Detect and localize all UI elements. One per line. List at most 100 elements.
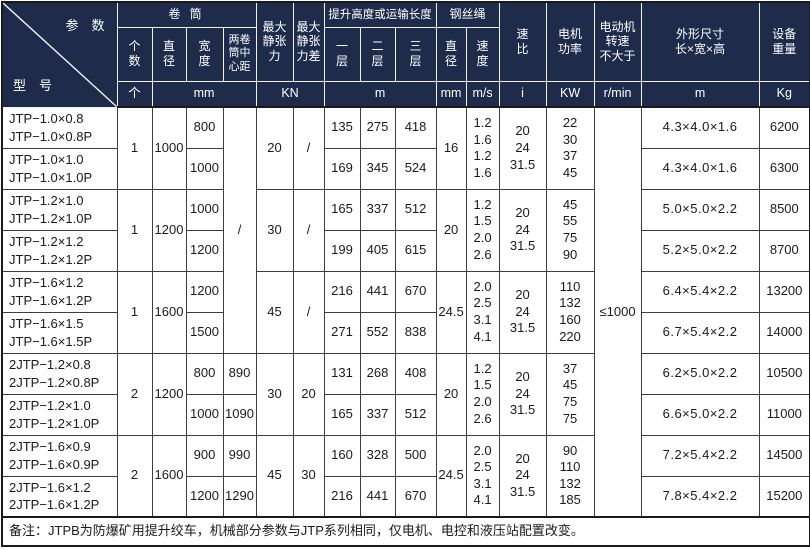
dimensions-cell: 6.4×5.4×2.2 <box>640 270 760 313</box>
col-header-speed-ratio: 速 比 <box>498 1 547 82</box>
unit-m-dims: m <box>640 80 760 108</box>
dimensions-cell: 4.3×4.0×1.6 <box>640 147 760 190</box>
layer2-cell: 441 <box>359 475 396 518</box>
drum-width-cell: 900 <box>185 434 224 477</box>
unit-mm-drum: mm <box>151 80 257 108</box>
motor-speed-cell: ≤1000 <box>593 106 642 518</box>
rope-diameter-cell: 20 <box>435 188 467 272</box>
unit-count: 个 <box>116 80 153 108</box>
weight-cell: 8700 <box>758 229 810 272</box>
max-tension-cell: 45 <box>255 434 294 518</box>
layer3-cell: 512 <box>394 393 437 436</box>
layer2-cell: 328 <box>359 434 396 477</box>
layer2-cell: 268 <box>359 352 396 395</box>
model-cell: 2JTP−1.2×1.0 2JTP−1.2×1.0P <box>1 393 118 436</box>
model-cell: JTP−1.0×1.0 JTP−1.0×1.0P <box>1 147 118 190</box>
table-row: 2JTP−1.6×0.9 2JTP−1.6×0.9P 2 1600 900 99… <box>1 434 810 518</box>
layer3-cell: 500 <box>394 434 437 477</box>
col-header-rope-speed: 速 度 <box>465 26 500 82</box>
col-header-weight: 设备 重量 <box>758 1 810 82</box>
layer3-cell: 615 <box>394 229 437 272</box>
group-header-wire-rope: 钢丝绳 <box>435 1 500 28</box>
unit-rmin: r/min <box>593 80 642 108</box>
layer1-cell: 271 <box>323 311 361 354</box>
rope-speed-cell: 2.0 2.5 3.1 4.1 <box>465 270 500 354</box>
corner-header-cell: 参 数 型 号 <box>1 1 118 108</box>
speed-ratio-cell: 20 24 31.5 <box>498 352 547 436</box>
rope-speed-cell: 1.2 1.5 2.0 2.6 <box>465 188 500 272</box>
weight-cell: 14000 <box>758 311 810 354</box>
model-cell: 2JTP−1.6×1.2 2JTP−1.6×1.2P <box>1 475 118 518</box>
center-distance-cell: 1290 <box>222 475 257 518</box>
layer1-cell: 216 <box>323 270 361 313</box>
rope-diameter-cell: 24.5 <box>435 434 467 518</box>
drum-width-cell: 1500 <box>185 311 224 354</box>
col-header-drum-width: 宽 度 <box>185 26 224 82</box>
tension-diff-cell: / <box>292 270 325 354</box>
diagonal-divider-line <box>3 3 117 107</box>
layer1-cell: 131 <box>323 352 361 395</box>
center-distance-cell: 1090 <box>222 393 257 436</box>
drum-count-cell: 1 <box>116 270 153 354</box>
rope-diameter-cell: 16 <box>435 106 467 190</box>
col-header-center-distance: 两卷 筒中 心距 <box>222 26 257 82</box>
col-header-rope-diameter: 直 径 <box>435 26 467 82</box>
drum-diameter-cell: 1000 <box>151 106 187 190</box>
table-row: JTP−1.6×1.2 JTP−1.6×1.2P 1 1600 1200 45 … <box>1 270 810 354</box>
col-header-tension-diff: 最大 静张 力差 <box>292 1 325 82</box>
motor-power-cell: 37 45 75 75 <box>545 352 595 436</box>
unit-kw: KW <box>545 80 595 108</box>
layer3-cell: 838 <box>394 311 437 354</box>
col-header-layer1: 一 层 <box>323 26 361 82</box>
center-distance-cell: 890 <box>222 352 257 395</box>
layer1-cell: 165 <box>323 393 361 436</box>
model-cell: 2JTP−1.2×0.8 2JTP−1.2×0.8P <box>1 352 118 395</box>
drum-diameter-cell: 1200 <box>151 352 187 436</box>
layer3-cell: 418 <box>394 106 437 149</box>
weight-cell: 6300 <box>758 147 810 190</box>
table-row: 2JTP−1.2×0.8 2JTP−1.2×0.8P 2 1200 800 89… <box>1 352 810 436</box>
layer1-cell: 135 <box>323 106 361 149</box>
center-distance-cell: / <box>222 106 257 354</box>
unit-kg: Kg <box>758 80 810 108</box>
table-row: JTP−1.2×1.0 JTP−1.2×1.0P 1 1200 1000 30 … <box>1 188 810 272</box>
layer2-cell: 337 <box>359 393 396 436</box>
layer1-cell: 169 <box>323 147 361 190</box>
dimensions-cell: 7.2×5.4×2.2 <box>640 434 760 477</box>
footer-note-row: 备注：JTPB为防爆矿用提升绞车，机械部分参数与JTP系列相同，仅电机、电控和液… <box>1 516 810 547</box>
layer1-cell: 199 <box>323 229 361 272</box>
unit-m-lift: m <box>323 80 437 108</box>
model-cell: JTP−1.6×1.5 JTP−1.6×1.5P <box>1 311 118 354</box>
drum-width-cell: 1000 <box>185 147 224 190</box>
drum-diameter-cell: 1600 <box>151 270 187 354</box>
weight-cell: 14500 <box>758 434 810 477</box>
max-tension-cell: 45 <box>255 270 294 354</box>
dimensions-cell: 7.8×5.4×2.2 <box>640 475 760 518</box>
model-cell: JTP−1.2×1.2 JTP−1.2×1.2P <box>1 229 118 272</box>
drum-width-cell: 1200 <box>185 270 224 313</box>
drum-width-cell: 1000 <box>185 188 224 231</box>
motor-power-cell: 45 55 75 90 <box>545 188 595 272</box>
drum-diameter-cell: 1200 <box>151 188 187 272</box>
rope-speed-cell: 2.0 2.5 3.1 4.1 <box>465 434 500 518</box>
max-tension-cell: 30 <box>255 188 294 272</box>
table-row: 2JTP−1.6×1.2 2JTP−1.6×1.2P 1200 1290 216… <box>1 475 810 518</box>
corner-parameter-label: 参 数 <box>65 18 105 33</box>
drum-width-cell: 1200 <box>185 475 224 518</box>
layer1-cell: 160 <box>323 434 361 477</box>
model-cell: JTP−1.2×1.0 JTP−1.2×1.0P <box>1 188 118 231</box>
weight-cell: 15200 <box>758 475 810 518</box>
layer3-cell: 408 <box>394 352 437 395</box>
max-tension-cell: 30 <box>255 352 294 436</box>
model-cell: JTP−1.6×1.2 JTP−1.6×1.2P <box>1 270 118 313</box>
weight-cell: 11000 <box>758 393 810 436</box>
unit-ms: m/s <box>465 80 500 108</box>
center-distance-cell: 990 <box>222 434 257 477</box>
weight-cell: 6200 <box>758 106 810 149</box>
layer2-cell: 275 <box>359 106 396 149</box>
col-header-layer2: 二 层 <box>359 26 396 82</box>
dimensions-cell: 6.2×5.0×2.2 <box>640 352 760 395</box>
rope-diameter-cell: 20 <box>435 352 467 436</box>
motor-power-cell: 22 30 37 45 <box>545 106 595 190</box>
